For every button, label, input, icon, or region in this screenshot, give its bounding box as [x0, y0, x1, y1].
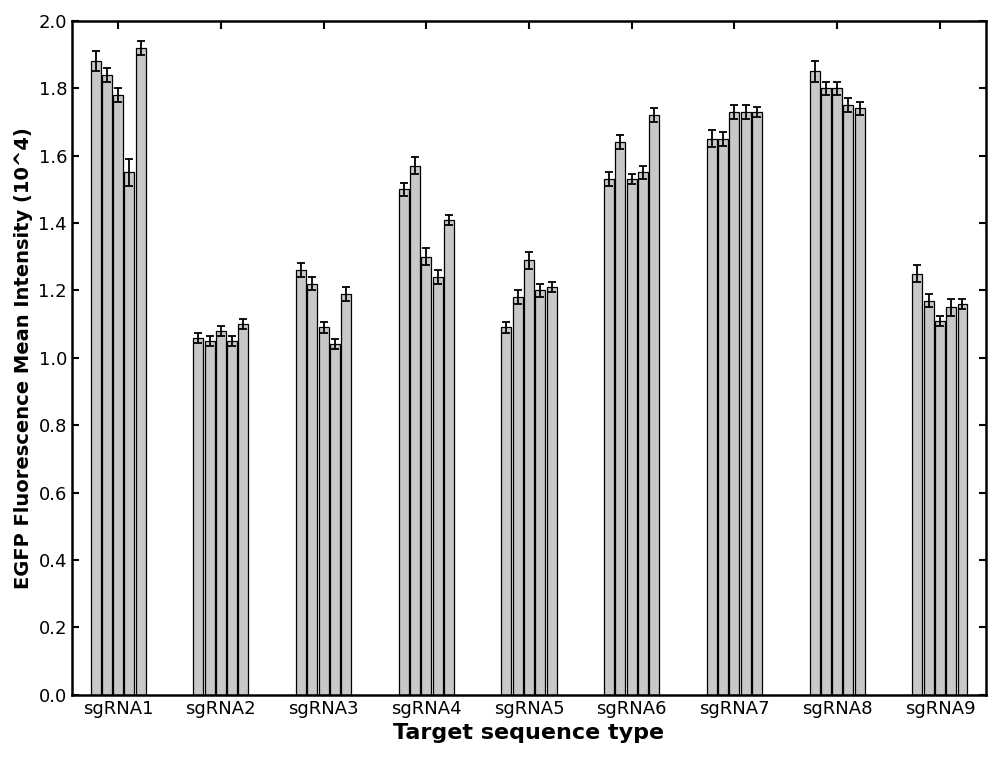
Bar: [102, 75, 112, 695]
Bar: [535, 291, 545, 695]
Bar: [741, 112, 751, 695]
Bar: [410, 166, 420, 695]
Bar: [136, 48, 146, 695]
Bar: [604, 179, 614, 695]
Bar: [444, 220, 454, 695]
Bar: [307, 284, 317, 695]
Bar: [513, 298, 523, 695]
Bar: [627, 179, 637, 695]
Bar: [330, 344, 340, 695]
Bar: [821, 89, 831, 695]
Bar: [855, 108, 865, 695]
Bar: [946, 307, 956, 695]
X-axis label: Target sequence type: Target sequence type: [393, 723, 665, 743]
Bar: [399, 189, 409, 695]
Bar: [124, 173, 134, 695]
Bar: [649, 115, 659, 695]
Bar: [319, 328, 329, 695]
Bar: [935, 321, 945, 695]
Bar: [227, 341, 237, 695]
Bar: [205, 341, 215, 695]
Bar: [638, 173, 648, 695]
Bar: [912, 273, 922, 695]
Bar: [341, 294, 351, 695]
Bar: [810, 71, 820, 695]
Bar: [501, 328, 511, 695]
Bar: [832, 89, 842, 695]
Bar: [729, 112, 739, 695]
Bar: [958, 304, 967, 695]
Bar: [91, 61, 101, 695]
Bar: [113, 95, 123, 695]
Bar: [421, 257, 431, 695]
Bar: [615, 142, 625, 695]
Bar: [524, 260, 534, 695]
Bar: [193, 338, 203, 695]
Bar: [433, 277, 443, 695]
Bar: [924, 301, 934, 695]
Bar: [547, 287, 557, 695]
Bar: [296, 270, 306, 695]
Bar: [707, 139, 717, 695]
Y-axis label: EGFP Fluorescence Mean Intensity (10^4): EGFP Fluorescence Mean Intensity (10^4): [14, 127, 33, 589]
Bar: [238, 324, 248, 695]
Bar: [216, 331, 226, 695]
Bar: [718, 139, 728, 695]
Bar: [752, 112, 762, 695]
Bar: [843, 105, 853, 695]
